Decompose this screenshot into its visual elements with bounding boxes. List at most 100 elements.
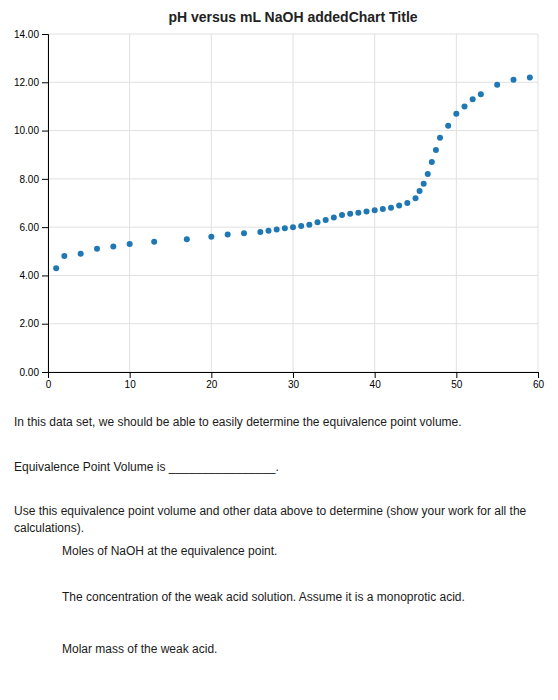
annotation: calculations). bbox=[14, 521, 84, 535]
point bbox=[453, 111, 459, 117]
chart: 0 10 20 30 40 50 60 0.00 2.00 4.00 6.00 8.00 10.00 12… bbox=[0, 0, 558, 700]
point bbox=[184, 236, 190, 242]
grid-line bbox=[48, 323, 538, 324]
point bbox=[404, 200, 410, 206]
tick: 0.00 bbox=[20, 367, 48, 378]
point bbox=[511, 77, 517, 83]
tick-mark bbox=[42, 324, 48, 325]
point bbox=[470, 96, 476, 102]
point bbox=[274, 227, 280, 233]
point bbox=[527, 74, 533, 80]
tick-label: 2.00 bbox=[20, 318, 40, 329]
tick-label: 4.00 bbox=[20, 270, 40, 281]
title: pH versus mL NaOH addedChart Title bbox=[168, 9, 417, 25]
tick-mark bbox=[293, 372, 294, 378]
axis-line bbox=[42, 35, 49, 373]
tick-mark bbox=[42, 179, 48, 180]
point bbox=[315, 219, 321, 225]
tick-label: 10.00 bbox=[14, 125, 39, 136]
tick-mark bbox=[456, 372, 457, 378]
tick: 0 bbox=[46, 372, 52, 390]
point bbox=[266, 228, 272, 234]
point bbox=[94, 246, 100, 252]
tick: 12.00 bbox=[14, 77, 48, 88]
tick-mark bbox=[42, 34, 48, 35]
tick-mark bbox=[211, 372, 212, 378]
point bbox=[257, 229, 263, 235]
point bbox=[380, 206, 386, 212]
axis-line bbox=[49, 373, 539, 379]
grid-line bbox=[48, 178, 538, 179]
tick: 8.00 bbox=[20, 174, 48, 185]
grid-line bbox=[48, 82, 538, 83]
annotations: In this data set, we should be able to e… bbox=[14, 415, 527, 656]
point bbox=[396, 202, 402, 208]
grid bbox=[48, 34, 538, 372]
annotation: Molar mass of the weak acid. bbox=[62, 642, 217, 656]
point bbox=[290, 224, 296, 230]
grid-line bbox=[538, 34, 539, 372]
tick-mark bbox=[130, 372, 131, 378]
point bbox=[282, 225, 288, 231]
tick-mark bbox=[42, 82, 48, 83]
tick: 6.00 bbox=[20, 222, 48, 233]
tick-label: 30 bbox=[288, 379, 300, 390]
tick: 20 bbox=[206, 372, 218, 390]
point bbox=[462, 103, 468, 109]
point bbox=[425, 171, 431, 177]
tick: 14.00 bbox=[14, 29, 48, 40]
point bbox=[339, 212, 345, 218]
point bbox=[413, 195, 419, 201]
grid-line bbox=[456, 34, 457, 372]
point bbox=[437, 135, 443, 141]
tick-mark bbox=[375, 372, 376, 378]
grid-line bbox=[48, 34, 538, 35]
point bbox=[433, 147, 439, 153]
annotation: Use this equivalence point volume and ot… bbox=[14, 504, 527, 518]
tick: 2.00 bbox=[20, 318, 48, 329]
point bbox=[478, 91, 484, 97]
point bbox=[417, 188, 423, 194]
point bbox=[151, 239, 157, 245]
point bbox=[355, 210, 361, 216]
tick: 10.00 bbox=[14, 125, 48, 136]
tick: 50 bbox=[451, 372, 463, 390]
tick-label: 12.00 bbox=[14, 77, 39, 88]
point bbox=[208, 234, 214, 240]
point bbox=[78, 251, 84, 257]
grid-line bbox=[129, 34, 130, 372]
point bbox=[127, 241, 133, 247]
tick-mark bbox=[42, 275, 48, 276]
tick-label: 60 bbox=[533, 379, 545, 390]
tick: 60 bbox=[533, 372, 545, 390]
annotation: The concentration of the weak acid solut… bbox=[62, 590, 465, 604]
point bbox=[364, 208, 370, 214]
tick-label: 40 bbox=[370, 379, 382, 390]
point bbox=[331, 214, 337, 220]
point bbox=[347, 211, 353, 217]
grid-line bbox=[211, 34, 212, 372]
point bbox=[306, 222, 312, 228]
tick: 10 bbox=[125, 372, 137, 390]
tick-label: 8.00 bbox=[20, 174, 40, 185]
annotation: In this data set, we should be able to e… bbox=[14, 415, 462, 429]
annotation: Moles of NaOH at the equivalence point. bbox=[62, 544, 277, 558]
tick-label: 10 bbox=[125, 379, 137, 390]
tick: 4.00 bbox=[20, 270, 48, 281]
point bbox=[372, 207, 378, 213]
tick-label: 6.00 bbox=[20, 222, 40, 233]
tick-mark bbox=[42, 372, 48, 373]
annotation: Equivalence Point Volume is ____________… bbox=[14, 460, 279, 474]
point bbox=[388, 205, 394, 211]
tick: 40 bbox=[370, 372, 382, 390]
point bbox=[429, 159, 435, 165]
point bbox=[225, 231, 231, 237]
point bbox=[53, 265, 59, 271]
grid-line bbox=[48, 275, 538, 276]
tick-label: 50 bbox=[451, 379, 463, 390]
point bbox=[421, 181, 427, 187]
tick: 30 bbox=[288, 372, 300, 390]
point bbox=[298, 223, 304, 229]
tick-label: 20 bbox=[206, 379, 218, 390]
point bbox=[494, 82, 500, 88]
